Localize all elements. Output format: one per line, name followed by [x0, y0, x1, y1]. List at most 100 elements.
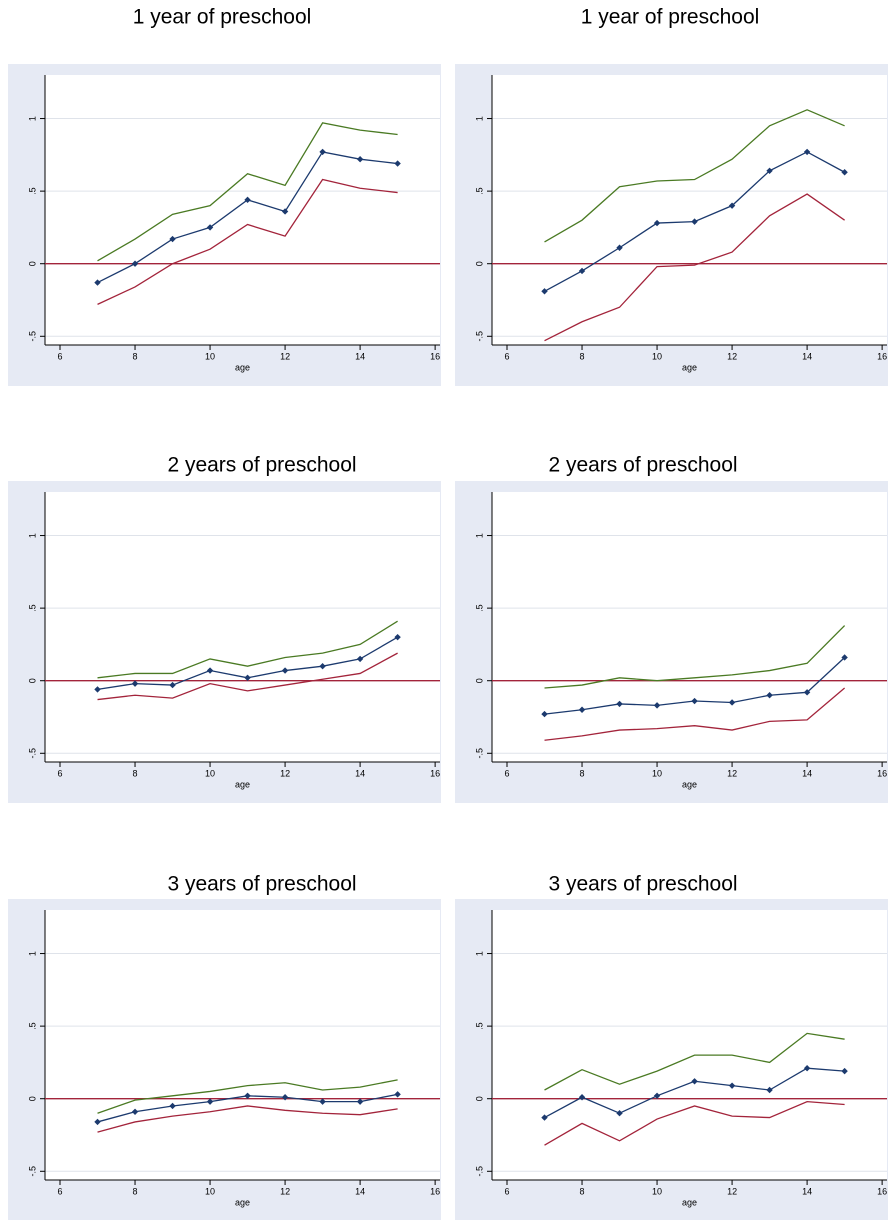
y-tick-label: 0: [27, 1096, 37, 1101]
data-point: [356, 655, 364, 663]
data-point: [841, 1067, 848, 1075]
plot-area: [492, 492, 887, 762]
x-axis-label: age: [235, 779, 250, 789]
x-tick-label: 12: [727, 768, 737, 778]
data-point: [244, 196, 251, 204]
y-tick-label: 1: [27, 116, 37, 121]
data-point: [653, 702, 661, 709]
data-point: [131, 680, 139, 687]
data-point: [541, 288, 548, 295]
y-tick-label: -.5: [474, 1166, 484, 1177]
y-tick-label: 1: [474, 951, 484, 956]
plot-area: [492, 75, 887, 345]
x-axis-label: age: [235, 362, 250, 372]
y-tick-label: 1: [474, 116, 484, 121]
series-line: [544, 109, 845, 243]
y-tick-label: -.5: [27, 1166, 37, 1177]
x-tick-label: 16: [430, 351, 440, 361]
x-tick-label: 8: [133, 1186, 138, 1196]
data-point: [169, 1102, 176, 1110]
data-point: [691, 1078, 698, 1085]
x-tick-label: 10: [652, 1186, 662, 1196]
x-tick-label: 6: [57, 768, 62, 778]
x-tick-label: 6: [57, 351, 62, 361]
series-line: [544, 1100, 845, 1146]
x-tick-label: 12: [280, 351, 290, 361]
data-point: [206, 224, 214, 231]
data-point: [803, 148, 811, 156]
y-tick-label: .5: [27, 604, 37, 612]
series-line: [97, 1105, 398, 1133]
data-point: [728, 202, 736, 209]
series-line: [544, 193, 845, 342]
plot-area: [45, 75, 440, 345]
data-point: [319, 148, 326, 156]
data-point: [206, 1098, 214, 1105]
data-point: [281, 667, 289, 674]
x-tick-label: 10: [652, 351, 662, 361]
data-point: [616, 1110, 623, 1117]
data-point: [319, 662, 326, 670]
x-tick-label: 14: [802, 1186, 812, 1196]
plot-area: [492, 910, 887, 1180]
chart-title: 2 years of preschool: [548, 454, 737, 477]
x-axis-label: age: [235, 1197, 250, 1207]
data-point: [728, 699, 736, 706]
x-tick-label: 8: [580, 1186, 585, 1196]
x-axis-label: age: [682, 1197, 697, 1207]
x-tick-label: 8: [133, 768, 138, 778]
x-tick-label: 14: [355, 768, 365, 778]
series-line: [97, 178, 398, 305]
y-tick-label: -.5: [474, 748, 484, 759]
data-point: [578, 706, 586, 713]
chart-title: 2 years of preschool: [167, 454, 356, 477]
x-tick-label: 6: [504, 1186, 509, 1196]
y-tick-label: 0: [27, 678, 37, 683]
x-tick-label: 8: [580, 351, 585, 361]
data-point: [653, 1092, 661, 1100]
data-point: [94, 686, 101, 693]
x-tick-label: 14: [802, 351, 812, 361]
y-tick-label: 1: [474, 533, 484, 538]
x-tick-label: 12: [727, 1186, 737, 1196]
x-tick-label: 10: [205, 768, 215, 778]
data-point: [766, 167, 773, 175]
data-point: [169, 681, 176, 689]
data-point: [841, 654, 848, 661]
x-tick-label: 10: [652, 768, 662, 778]
plot-area: [45, 492, 440, 762]
x-tick-label: 10: [205, 1186, 215, 1196]
data-point: [616, 700, 623, 708]
series-line: [97, 652, 398, 701]
y-tick-label: -.5: [27, 748, 37, 759]
x-tick-label: 6: [504, 351, 509, 361]
series-line: [544, 625, 846, 689]
data-point: [691, 218, 698, 225]
x-tick-label: 16: [877, 1186, 887, 1196]
data-point: [356, 1098, 364, 1105]
chart-title: 1 year of preschool: [133, 6, 312, 29]
y-tick-label: 0: [474, 678, 484, 683]
data-point: [691, 697, 698, 705]
y-tick-label: 0: [27, 261, 37, 266]
x-tick-label: 10: [205, 351, 215, 361]
y-tick-label: .5: [474, 604, 484, 612]
data-point: [206, 667, 214, 674]
plot-area: [45, 910, 440, 1180]
data-point: [394, 633, 401, 641]
data-point: [131, 1108, 139, 1115]
x-tick-label: 16: [877, 768, 887, 778]
data-point: [356, 155, 364, 163]
x-tick-label: 14: [802, 768, 812, 778]
y-tick-label: .5: [474, 187, 484, 195]
x-axis-label: age: [682, 362, 697, 372]
y-tick-label: 0: [474, 1096, 484, 1101]
data-point: [319, 1098, 326, 1105]
x-tick-label: 12: [280, 1186, 290, 1196]
x-tick-label: 16: [430, 768, 440, 778]
